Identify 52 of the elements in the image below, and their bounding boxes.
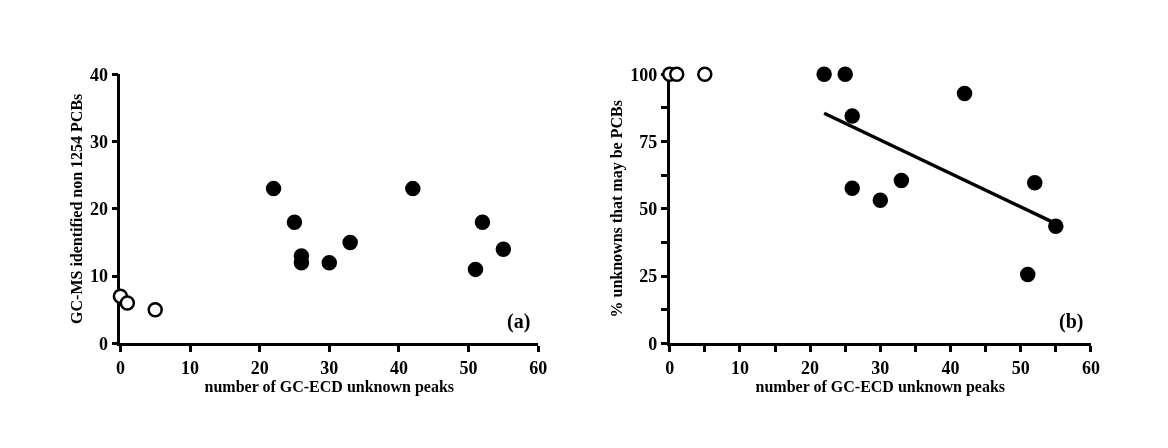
point: [286, 214, 303, 231]
point: [467, 261, 484, 278]
point: [342, 234, 358, 251]
x-tick-label: 50: [459, 357, 478, 378]
y-axis-title: GC-MS identified non 1254 PCBs: [67, 93, 85, 324]
x-tick-label: 10: [181, 357, 200, 378]
point: [872, 192, 889, 208]
x-tick-label: 60: [529, 357, 548, 378]
annotation: (b): [1059, 310, 1084, 333]
point: [474, 214, 491, 231]
x-tick-label: 40: [941, 357, 960, 378]
x-tick-label: 20: [250, 357, 269, 378]
point: [495, 241, 512, 257]
point: [405, 180, 421, 197]
point: [697, 66, 713, 82]
y-tick-label: 50: [639, 199, 658, 220]
point: [1048, 218, 1064, 235]
point: [956, 85, 973, 102]
point: [321, 254, 338, 271]
x-axis-title: number of GC-ECD unknown peaks: [755, 377, 1006, 396]
point: [844, 180, 860, 197]
y-tick-label: 0: [648, 333, 658, 354]
x-tick-label: 20: [801, 357, 820, 378]
point: [668, 66, 685, 82]
x-axis-title: number of GC-ECD unknown peaks: [204, 377, 455, 396]
point: [1027, 174, 1043, 191]
x-tick-label: 40: [389, 357, 408, 378]
y-tick-label: 75: [639, 131, 658, 152]
point: [893, 172, 910, 189]
y-axis-title: % unknowns that may be PCBs: [608, 100, 627, 318]
y-tick-label: 25: [639, 266, 658, 287]
y-tick-label: 20: [90, 199, 109, 220]
y-tick-label: 100: [630, 64, 658, 85]
y-tick-label: 40: [90, 64, 109, 85]
point: [119, 295, 136, 311]
point: [844, 108, 860, 124]
point: [837, 66, 853, 82]
x-tick-label: 60: [1081, 357, 1100, 378]
point: [816, 66, 832, 82]
annotation: (a): [507, 310, 531, 333]
point: [147, 302, 163, 318]
point: [265, 180, 282, 197]
y-tick-label: 10: [90, 266, 109, 287]
x-tick-label: 0: [665, 357, 675, 378]
y-tick-label: 0: [99, 333, 109, 354]
x-tick-label: 30: [320, 357, 339, 378]
x-tick-label: 30: [871, 357, 890, 378]
x-tick-label: 0: [115, 357, 125, 378]
point: [1019, 266, 1036, 283]
x-tick-label: 10: [730, 357, 749, 378]
y-tick-label: 30: [90, 131, 109, 152]
x-tick-label: 50: [1011, 357, 1030, 378]
